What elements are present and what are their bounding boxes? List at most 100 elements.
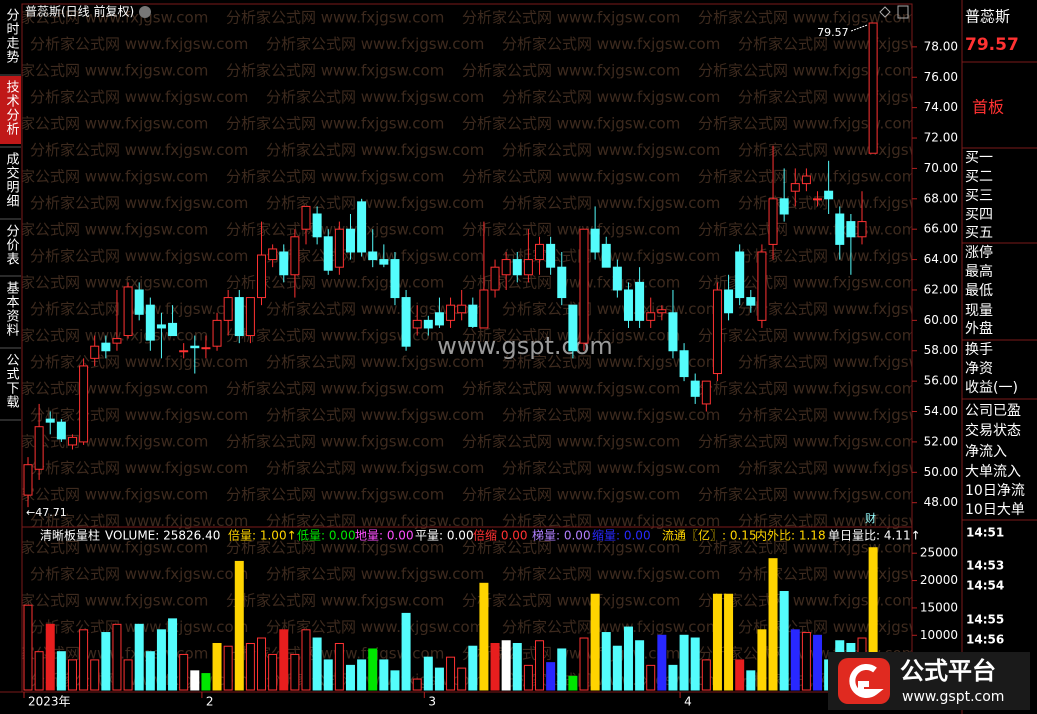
watermark: 分析家公式网 www.fxjgsw.com <box>462 62 680 80</box>
volume-bar <box>390 670 400 691</box>
watermark: 分析家公式网 www.fxjgsw.com <box>226 115 444 133</box>
y-tick-label: 62.00 <box>924 282 958 296</box>
y-tick-label: 78.00 <box>924 39 958 53</box>
menu-icon[interactable] <box>139 6 151 18</box>
volume-bar <box>379 659 389 691</box>
candle-body <box>757 251 767 321</box>
candle-body <box>835 213 845 245</box>
icon[interactable] <box>879 6 891 18</box>
candle-body <box>79 365 89 443</box>
volume-bar <box>612 645 622 691</box>
candle-body <box>568 304 578 352</box>
volume-bar <box>490 642 500 691</box>
candle-body <box>334 228 344 268</box>
quote-field: 买二 <box>965 169 993 185</box>
candle-body <box>546 243 556 268</box>
volume-bar <box>768 558 778 691</box>
watermark: 分析家公式网 www.fxjgsw.com <box>502 247 720 265</box>
quote-field: 买四 <box>965 207 993 223</box>
candle-body <box>67 436 77 446</box>
watermark: 分析家公式网 www.fxjgsw.com <box>738 353 956 371</box>
watermark: 分析家公式网 www.fxjgsw.com <box>738 35 956 53</box>
volume-bar <box>512 642 522 691</box>
y-tick-label: 54.00 <box>924 404 958 418</box>
volume-legend: 内外比: 1.18 <box>755 529 826 543</box>
icon[interactable] <box>897 5 909 19</box>
watermark: 分析家公式网 www.fxjgsw.com <box>698 380 916 398</box>
tab-label[interactable]: 分价表 <box>4 224 20 266</box>
y-tick-label: 70.00 <box>924 161 958 175</box>
volume-bar <box>290 653 300 691</box>
watermark: 分析家公式网 www.fxjgsw.com <box>502 353 720 371</box>
candle-body <box>657 309 667 314</box>
y-tick-label: 50.00 <box>924 465 958 479</box>
watermark: 分析家公式网 www.fxjgsw.com <box>738 141 956 159</box>
tab-label[interactable]: 基本资料 <box>4 281 20 337</box>
tab-label[interactable]: 公式下载 <box>4 353 20 409</box>
candle-body <box>123 286 133 337</box>
watermark: 分析家公式网 www.fxjgsw.com <box>226 380 444 398</box>
tab-label[interactable]: 技术分析 <box>4 80 20 136</box>
quote-field: 收益(一) <box>965 380 1018 396</box>
volume-bar <box>724 593 734 691</box>
y-tick-label: 64.00 <box>924 252 958 266</box>
watermark: 分析家公式网 www.fxjgsw.com <box>0 221 208 239</box>
tab-label[interactable]: 分时走势 <box>4 8 20 64</box>
volume-legend: 平量: 0.00 <box>415 529 474 543</box>
volume-bar <box>668 664 678 691</box>
tab-label[interactable]: 成交明细 <box>4 152 20 208</box>
volume-bar <box>690 637 700 691</box>
candle-body <box>223 297 233 321</box>
volume-bar <box>279 629 289 691</box>
volume-bar <box>601 632 611 691</box>
quote-field: 10日大单 <box>965 502 1025 518</box>
candle-body <box>668 312 678 352</box>
watermark: 分析家公式网 www.fxjgsw.com <box>226 592 444 610</box>
watermark: 分析家公式网 www.fxjgsw.com <box>462 539 680 557</box>
volume-bar <box>234 560 244 691</box>
candle-body <box>423 319 433 329</box>
watermark: 分析家公式网 www.fxjgsw.com <box>226 539 444 557</box>
candle-body <box>857 221 867 238</box>
candle-body <box>612 266 622 291</box>
volume-bar <box>746 670 756 691</box>
volume-legend: VOLUME: 25826.40 <box>105 529 220 543</box>
volume-bar <box>334 642 344 691</box>
volume-legend: 倍量: 1.00↑ <box>228 528 297 543</box>
volume-bar <box>223 645 233 691</box>
volume-bar <box>301 629 311 691</box>
watermark: 分析家公式网 www.fxjgsw.com <box>226 327 444 345</box>
candle-body <box>268 248 278 261</box>
y-tick-label: 58.00 <box>924 343 958 357</box>
watermark: 分析家公式网 www.fxjgsw.com <box>462 168 680 186</box>
candle-body <box>790 183 800 192</box>
candle-body <box>257 254 267 299</box>
watermark: 分析家公式网 www.fxjgsw.com <box>502 194 720 212</box>
candle-body <box>446 304 456 321</box>
watermark: 分析家公式网 www.fxjgsw.com <box>226 62 444 80</box>
volume-bar <box>635 640 645 691</box>
volume-bar <box>546 662 556 691</box>
candle-body <box>134 289 144 315</box>
volume-bar <box>757 629 767 691</box>
volume-bar <box>657 634 667 691</box>
x-tick-label: 3 <box>428 695 436 709</box>
volume-bar <box>67 659 77 691</box>
watermark: 分析家公式网 www.fxjgsw.com <box>266 618 484 636</box>
candle-body <box>501 259 511 276</box>
volume-bar <box>212 642 222 691</box>
time-label: 14:56 <box>966 633 1004 647</box>
volume-legend: 梯量: 0.00 <box>532 529 591 543</box>
watermark: 分析家公式网 www.fxjgsw.com <box>462 592 680 610</box>
candle-body <box>712 289 722 375</box>
watermark: 分析家公式网 www.fxjgsw.com <box>502 406 720 424</box>
watermark: 分析家公式网 www.fxjgsw.com <box>30 353 248 371</box>
candle-body <box>868 22 878 154</box>
volume-bar <box>134 623 144 691</box>
watermark: 分析家公式网 www.fxjgsw.com <box>30 35 248 53</box>
volume-legend: 低量: 0.00 <box>297 529 356 543</box>
watermark: 分析家公式网 www.fxjgsw.com <box>738 88 956 106</box>
volume-bar <box>23 604 33 691</box>
